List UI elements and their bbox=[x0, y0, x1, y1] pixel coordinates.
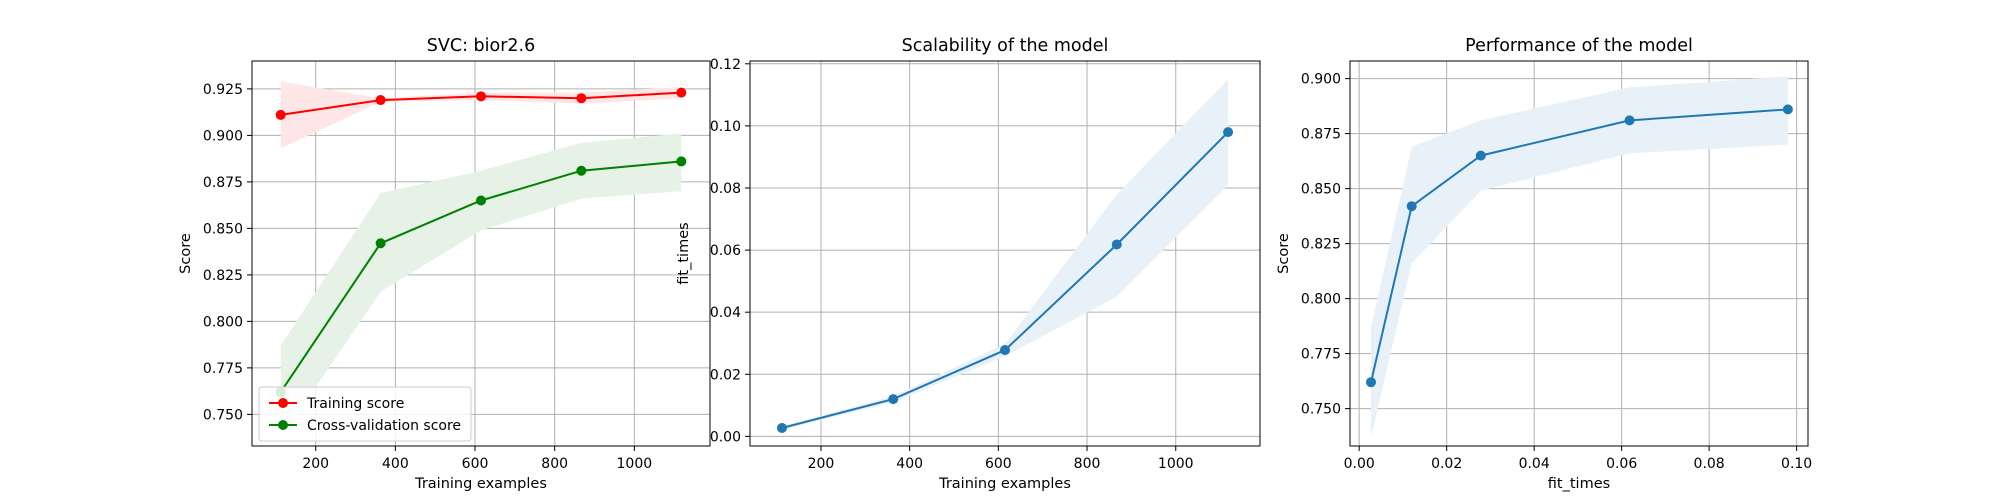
chart-2-series-1-band bbox=[781, 79, 1229, 430]
chart-1-ytick-label-3: 0.825 bbox=[203, 268, 243, 284]
chart-2-xtick-label-4: 1000 bbox=[1158, 456, 1194, 472]
chart-2-series-1-point-1 bbox=[888, 394, 899, 405]
chart-3-series-1-point-1 bbox=[1406, 201, 1417, 212]
chart-1-xlabel: Training examples bbox=[414, 476, 547, 492]
chart-1-ylabel: Score bbox=[178, 233, 194, 274]
chart-2-series-1-point-0 bbox=[776, 422, 787, 433]
chart-1-xtick-label-0: 200 bbox=[302, 456, 329, 472]
chart-1-series-1-point-4 bbox=[676, 87, 687, 98]
chart-2-xtick-label-3: 800 bbox=[1074, 456, 1101, 472]
chart-2-ylabel: fit_times bbox=[676, 222, 692, 284]
chart-1-legend-label-0: Training score bbox=[306, 396, 404, 412]
chart-3-axes-frame bbox=[1349, 60, 1809, 447]
chart-1-series-1-point-3 bbox=[576, 93, 587, 104]
chart-3-xtick-label-1: 0.02 bbox=[1431, 456, 1462, 472]
chart-2-title: Scalability of the model bbox=[902, 36, 1109, 56]
chart-1-legend-marker-0 bbox=[278, 398, 288, 408]
chart-3-xlabel: fit_times bbox=[1548, 476, 1610, 492]
chart-1-legend: Training score Cross-validation score bbox=[258, 386, 472, 442]
chart-3-series-1-point-2 bbox=[1475, 150, 1486, 161]
chart-2-series-1-point-4 bbox=[1223, 127, 1234, 138]
chart-1-ytick-label-1: 0.775 bbox=[203, 361, 243, 377]
chart-2-series-1-point-3 bbox=[1111, 239, 1122, 250]
chart-1-series-1-point-0 bbox=[275, 109, 286, 120]
chart-3-xtick-label-4: 0.08 bbox=[1694, 456, 1725, 472]
chart-2-ytick-label-0: 0.00 bbox=[710, 429, 741, 445]
chart-1: 200 400 600 800 1000 0.750 0.775 0.800 0.825 0.85… bbox=[178, 36, 711, 492]
chart-3-ytick-label-6: 0.900 bbox=[1301, 72, 1341, 88]
chart-3-xtick-label-3: 0.06 bbox=[1606, 456, 1637, 472]
chart-3-series-1-point-3 bbox=[1624, 115, 1635, 126]
chart-2-ytick-label-1: 0.02 bbox=[710, 367, 741, 383]
chart-2-ytick-label-4: 0.08 bbox=[710, 181, 741, 197]
chart-3-xtick-label-2: 0.04 bbox=[1519, 456, 1550, 472]
chart-1-series-1-point-2 bbox=[476, 91, 486, 102]
chart-3-series-1-point-4 bbox=[1782, 104, 1793, 115]
chart-1-ytick-label-2: 0.800 bbox=[203, 314, 243, 330]
chart-1-title: SVC: bior2.6 bbox=[427, 36, 535, 56]
chart-1-xtick-label-3: 800 bbox=[541, 456, 568, 472]
chart-1-ytick-label-6: 0.900 bbox=[203, 128, 243, 144]
chart-1-axes-frame bbox=[251, 60, 711, 447]
chart-1-series-2-point-3 bbox=[576, 165, 587, 176]
chart-3-xtick-label-0: 0.00 bbox=[1344, 456, 1375, 472]
chart-3-ytick-label-1: 0.775 bbox=[1301, 347, 1341, 363]
chart-2-xlabel: Training examples bbox=[938, 476, 1071, 492]
chart-1-ytick-label-7: 0.925 bbox=[203, 82, 243, 98]
chart-2-xtick-label-0: 200 bbox=[808, 456, 835, 472]
chart-3-series-1-band bbox=[1371, 76, 1788, 438]
chart-3-ytick-label-2: 0.800 bbox=[1301, 292, 1341, 308]
chart-3-title: Performance of the model bbox=[1465, 36, 1693, 56]
chart-1-legend-marker-1 bbox=[278, 420, 288, 430]
chart-2: 200 400 600 800 1000 0.00 0.02 0.04 0.06 0.08 0.10… bbox=[676, 36, 1261, 492]
chart-1-series-2-point-1 bbox=[375, 238, 386, 249]
chart-1-xtick-label-1: 400 bbox=[382, 456, 409, 472]
chart-3: 0.00 0.02 0.04 0.06 0.08 0.10 0.750 0.775 0.800 0… bbox=[1276, 36, 1812, 492]
chart-1-legend-label-1: Cross-validation score bbox=[307, 418, 461, 434]
chart-2-series-1-point-2 bbox=[1000, 345, 1010, 356]
chart-1-legend-box bbox=[258, 386, 472, 442]
chart-1-series-2-band bbox=[280, 133, 682, 439]
chart-1-series-1-point-1 bbox=[375, 95, 386, 106]
chart-1-ytick-label-0: 0.750 bbox=[203, 407, 243, 423]
chart-3-ylabel: Score bbox=[1276, 233, 1292, 274]
chart-1-ytick-label-5: 0.875 bbox=[203, 175, 243, 191]
chart-3-ytick-label-4: 0.850 bbox=[1301, 182, 1341, 198]
chart-3-series-1-point-0 bbox=[1365, 377, 1376, 388]
chart-3-ytick-label-0: 0.750 bbox=[1301, 402, 1341, 418]
chart-2-ytick-label-2: 0.04 bbox=[710, 305, 741, 321]
chart-3-ytick-label-5: 0.875 bbox=[1301, 127, 1341, 143]
chart-2-xtick-label-2: 600 bbox=[985, 456, 1012, 472]
chart-2-axes-frame bbox=[749, 60, 1261, 447]
chart-1-xtick-label-4: 1000 bbox=[617, 456, 653, 472]
chart-3-ytick-label-3: 0.825 bbox=[1301, 237, 1341, 253]
chart-2-ytick-label-3: 0.06 bbox=[710, 243, 741, 259]
chart-2-ytick-label-5: 0.10 bbox=[710, 119, 741, 135]
chart-1-xtick-label-2: 600 bbox=[462, 456, 489, 472]
chart-1-ytick-label-4: 0.850 bbox=[203, 221, 243, 237]
chart-1-series-2-point-2 bbox=[476, 195, 486, 206]
chart-3-xtick-label-5: 0.10 bbox=[1781, 456, 1812, 472]
chart-2-ytick-label-6: 0.12 bbox=[710, 57, 741, 73]
chart-2-xtick-label-1: 400 bbox=[896, 456, 923, 472]
chart-1-series-2-point-4 bbox=[676, 156, 687, 167]
